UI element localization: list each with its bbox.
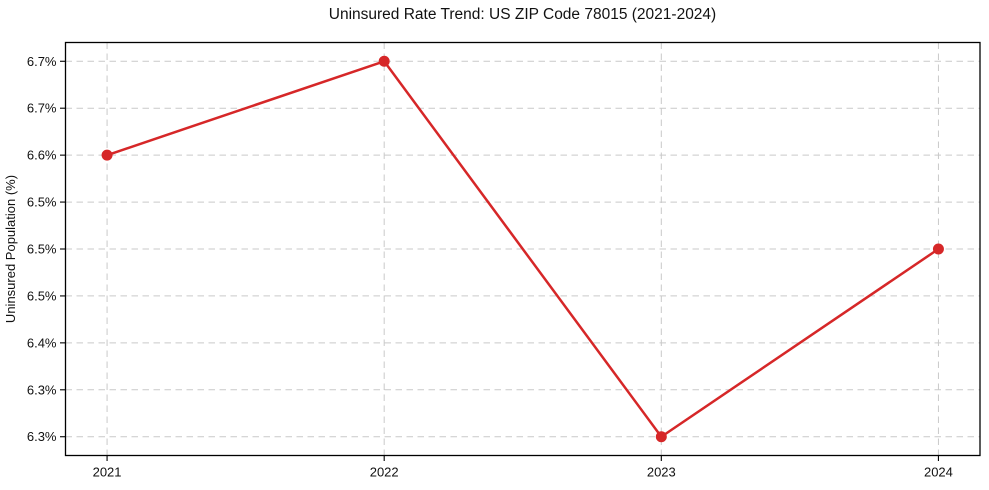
plot-border — [64, 41, 981, 457]
x-tick-label: 2023 — [647, 465, 676, 480]
x-tick-label: 2022 — [370, 465, 399, 480]
y-tick-label: 6.3% — [27, 382, 57, 397]
chart-title: Uninsured Rate Trend: US ZIP Code 78015 … — [329, 6, 716, 23]
x-tick-label: 2024 — [924, 465, 953, 480]
y-axis-label: Uninsured Population (%) — [3, 175, 18, 323]
data-point-marker — [101, 149, 113, 161]
y-tick-label: 6.5% — [27, 242, 57, 257]
y-tick-label: 6.7% — [27, 101, 57, 116]
y-tick-label: 6.3% — [27, 429, 57, 444]
y-tick-label: 6.5% — [27, 195, 57, 210]
data-series — [101, 55, 944, 443]
data-point-marker — [655, 431, 667, 443]
axes-frame: 6.3% 6.3% 6.4% 6.5% 6.5% 6.5% 6.6% 6.7% 6.7% 2021… — [27, 41, 981, 480]
trend-line — [105, 60, 940, 438]
gridlines — [65, 42, 980, 456]
y-tick-label: 6.4% — [27, 335, 57, 350]
x-tick-label: 2021 — [93, 465, 122, 480]
y-tick-label: 6.7% — [27, 54, 57, 69]
data-point-marker — [378, 55, 390, 67]
y-tick-label: 6.6% — [27, 148, 57, 163]
data-point-marker — [932, 243, 944, 255]
y-tick-label: 6.5% — [27, 288, 57, 303]
